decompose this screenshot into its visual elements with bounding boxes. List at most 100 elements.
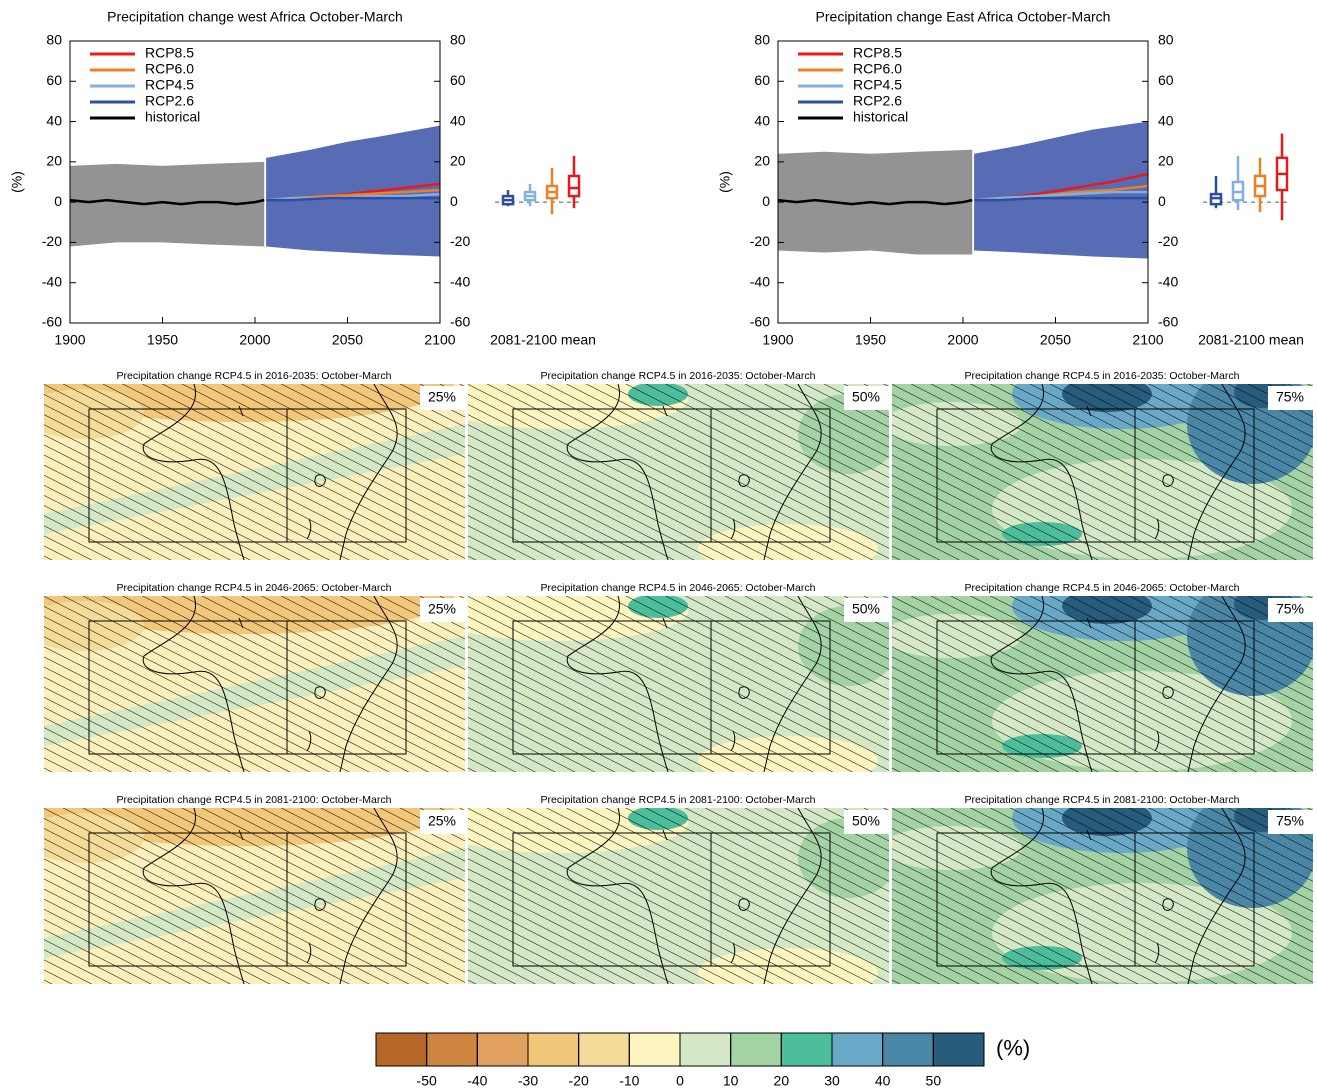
chart-title: Precipitation change west Africa October… [107, 9, 403, 25]
x-tick-label: 2050 [332, 332, 363, 348]
y-tick-label: 80 [46, 32, 62, 48]
series-line [777, 198, 973, 206]
colorbar-cell [476, 1032, 529, 1067]
y2-tick-label: 40 [450, 112, 466, 128]
box [567, 174, 581, 198]
map-grid [44, 384, 1313, 984]
map-label-box [1268, 598, 1313, 622]
y-tick-label: -60 [42, 314, 62, 330]
x-tick-label: 2000 [947, 332, 978, 348]
y2-tick-label: 80 [1158, 32, 1174, 48]
map-title: Precipitation change RCP4.5 in 2016-2035… [541, 370, 816, 382]
legend-label: RCP4.5 [145, 77, 194, 93]
x-tick-label: 2000 [239, 332, 270, 348]
y2-tick-label: -20 [450, 233, 470, 249]
colorbar-tick-label: -50 [417, 1073, 437, 1089]
map-label-box [1268, 810, 1313, 834]
colorbar-cell [831, 1032, 884, 1067]
colorbar-cell [527, 1032, 580, 1067]
series-line [974, 190, 1148, 202]
y2-tick-label: 20 [450, 153, 466, 169]
map-title: Precipitation change RCP4.5 in 2046-2065… [541, 582, 816, 594]
y-tick-label: 0 [54, 193, 62, 209]
y-tick-label: 20 [46, 153, 62, 169]
colorbar-tick-label: 10 [723, 1073, 739, 1089]
y2-tick-label: -40 [1158, 273, 1178, 289]
y-tick-label: 40 [754, 112, 770, 128]
x-tick-label: 2100 [424, 332, 455, 348]
y2-tick-label: 80 [450, 32, 466, 48]
y-tick-label: 80 [754, 32, 770, 48]
map-label-box [844, 386, 889, 410]
colorbar-tick-label: -10 [619, 1073, 639, 1089]
y-tick-label: 0 [762, 193, 770, 209]
colorbar-cell [780, 1032, 833, 1067]
map-title: Precipitation change RCP4.5 in 2016-2035… [965, 370, 1240, 382]
colorbar-cell [578, 1032, 630, 1067]
y-tick-label: 40 [46, 112, 62, 128]
map-label: 50% [852, 601, 880, 617]
legend-label: RCP8.5 [853, 45, 902, 61]
x-tick-label: 1950 [855, 332, 886, 348]
colorbar-cell [730, 1032, 782, 1067]
map-label-box [844, 810, 889, 834]
map-label: 75% [1276, 389, 1304, 405]
legend-label: RCP2.6 [145, 93, 194, 109]
colorbar-cell [628, 1032, 681, 1067]
x-tick-label: 1900 [54, 332, 85, 348]
y2-tick-label: -60 [450, 314, 470, 330]
x-tick-label: 2100 [1132, 332, 1163, 348]
colorbar-unit: (%) [996, 1035, 1030, 1060]
box-label: 2081-2100 mean [1198, 332, 1304, 348]
y-axis-label: (%) [717, 171, 733, 193]
chart-title: Precipitation change East Africa October… [816, 9, 1111, 25]
legend-label: RCP6.0 [853, 61, 902, 77]
y-axis-label: (%) [9, 171, 25, 193]
legend-label: RCP4.5 [853, 77, 902, 93]
map-label-box [844, 598, 889, 622]
map-label: 50% [852, 813, 880, 829]
y2-tick-label: -60 [1158, 314, 1178, 330]
y-tick-label: -60 [750, 314, 770, 330]
x-tick-label: 1900 [762, 332, 793, 348]
colorbar-tick-label: -30 [518, 1073, 538, 1089]
y2-tick-label: -20 [1158, 233, 1178, 249]
y-tick-label: -40 [42, 273, 62, 289]
colorbar-tick-label: 20 [774, 1073, 790, 1089]
map-label-box [1268, 386, 1313, 410]
colorbar-tick-label: -40 [467, 1073, 487, 1089]
series-line [266, 196, 440, 202]
colorbar-tick-label: 0 [676, 1073, 684, 1089]
map-label: 25% [428, 389, 456, 405]
series-line [974, 196, 1148, 202]
y2-tick-label: 0 [1158, 193, 1166, 209]
legend-label: historical [853, 109, 908, 125]
map-label-box [420, 810, 465, 834]
y-tick-label: -20 [750, 233, 770, 249]
colorbar-tick-label: -20 [569, 1073, 589, 1089]
legend-label: RCP6.0 [145, 61, 194, 77]
colorbar-cell [882, 1032, 934, 1067]
y-tick-label: 60 [46, 72, 62, 88]
map-label-box [420, 598, 465, 622]
map-label: 75% [1276, 813, 1304, 829]
legend-label: RCP8.5 [145, 45, 194, 61]
colorbar-tick-label: 50 [926, 1073, 942, 1089]
colorbar-tick-label: 40 [875, 1073, 891, 1089]
y-tick-label: 20 [754, 153, 770, 169]
legend-label: historical [145, 109, 200, 125]
colorbar-cell [375, 1032, 428, 1067]
colorbar-cell [932, 1032, 985, 1067]
map-label: 25% [428, 813, 456, 829]
y-tick-label: -20 [42, 233, 62, 249]
colorbar-tick-label: 30 [824, 1073, 840, 1089]
map-title: Precipitation change RCP4.5 in 2016-2035… [117, 370, 392, 382]
map-title: Precipitation change RCP4.5 in 2081-2100… [541, 794, 816, 806]
y2-tick-label: 20 [1158, 153, 1174, 169]
y-tick-label: 60 [754, 72, 770, 88]
legend-label: RCP2.6 [853, 93, 902, 109]
map-label: 25% [428, 601, 456, 617]
y2-tick-label: -40 [450, 273, 470, 289]
y2-tick-label: 0 [450, 193, 458, 209]
